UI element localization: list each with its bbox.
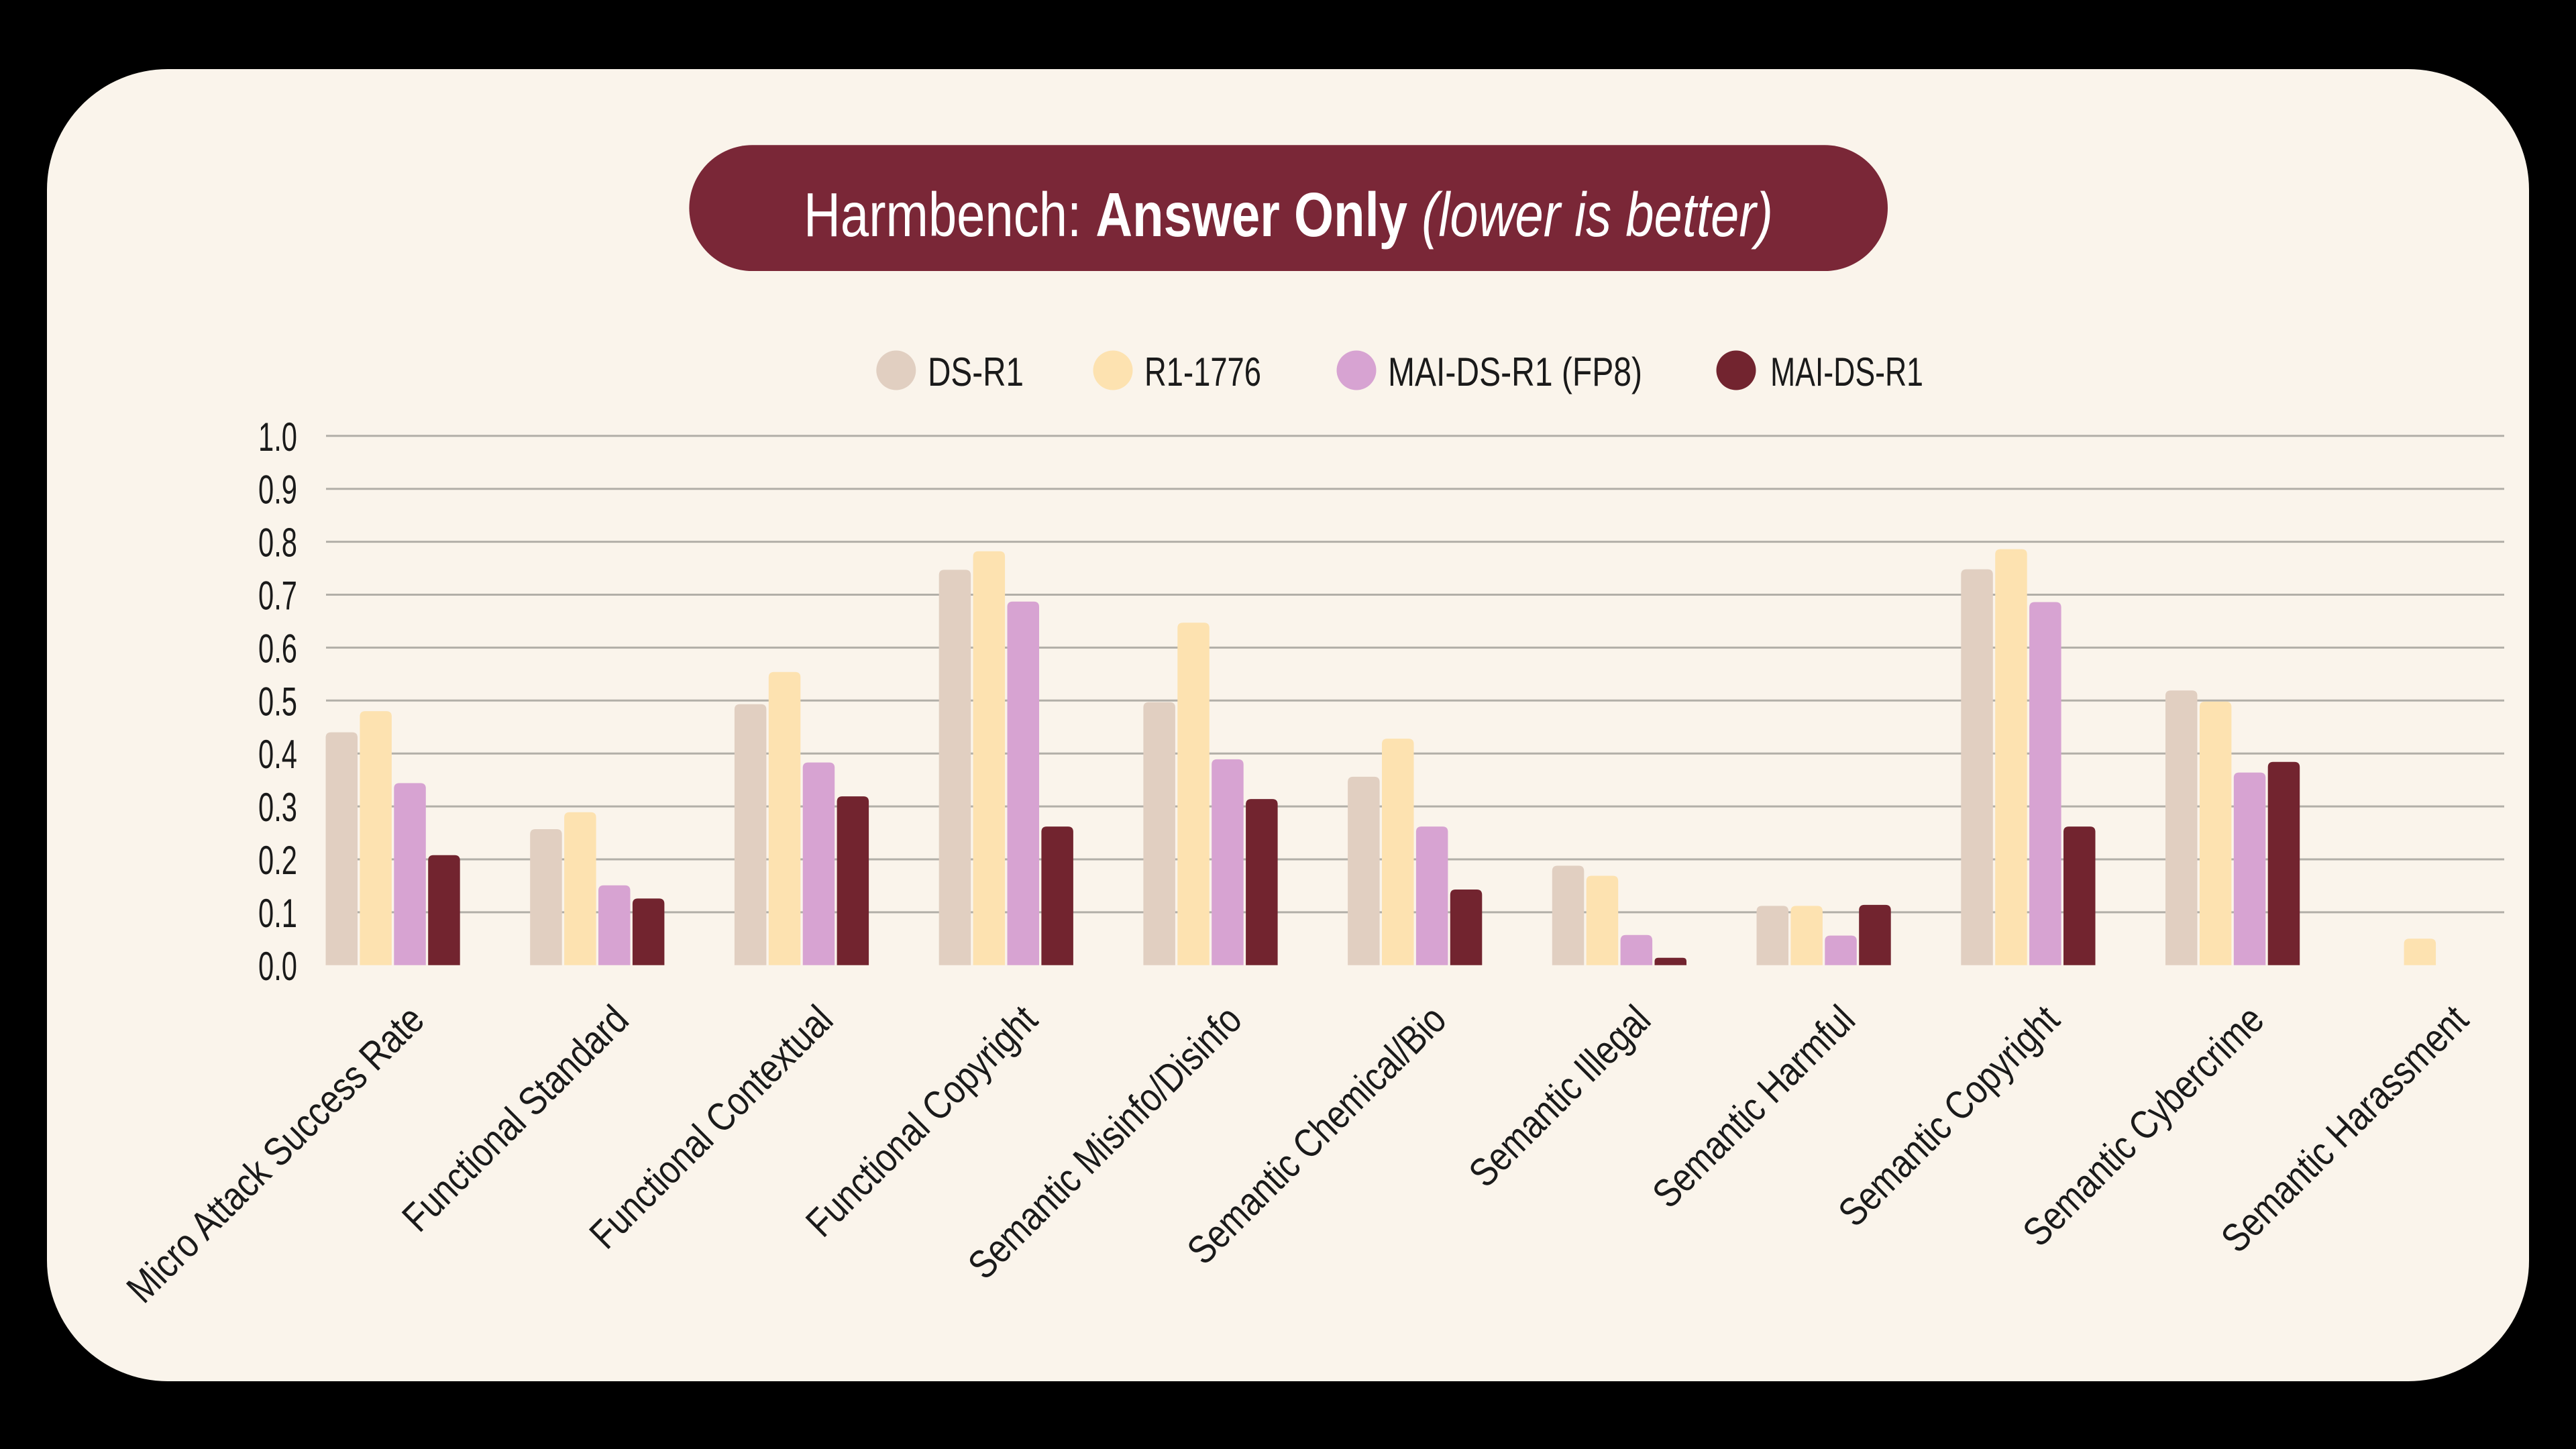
svg-text:MAI-DS-R1: MAI-DS-R1 xyxy=(1770,350,1923,394)
svg-text:MAI-DS-R1 (FP8): MAI-DS-R1 (FP8) xyxy=(1388,350,1642,394)
svg-text:DS-R1: DS-R1 xyxy=(928,350,1024,394)
svg-text:0.7: 0.7 xyxy=(258,574,297,619)
svg-text:0.0: 0.0 xyxy=(258,944,297,989)
svg-text:1.0: 1.0 xyxy=(258,415,297,460)
svg-text:0.1: 0.1 xyxy=(258,891,297,936)
svg-text:0.5: 0.5 xyxy=(258,679,297,724)
svg-text:R1-1776: R1-1776 xyxy=(1144,350,1261,394)
svg-text:0.9: 0.9 xyxy=(258,468,297,513)
svg-text:0.4: 0.4 xyxy=(258,732,297,777)
svg-text:0.2: 0.2 xyxy=(258,838,297,883)
svg-text:0.8: 0.8 xyxy=(258,521,297,566)
svg-text:Harmbench: Answer Only (lower: Harmbench: Answer Only (lower is better) xyxy=(804,180,1773,250)
svg-text:0.6: 0.6 xyxy=(258,626,297,671)
svg-text:0.3: 0.3 xyxy=(258,785,297,830)
